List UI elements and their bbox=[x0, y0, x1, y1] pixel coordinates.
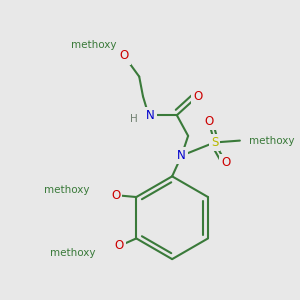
Text: O: O bbox=[193, 90, 202, 103]
Text: methoxy: methoxy bbox=[71, 40, 117, 50]
Text: methoxy: methoxy bbox=[249, 136, 295, 146]
Text: N: N bbox=[146, 109, 155, 122]
Text: O: O bbox=[221, 156, 230, 169]
Text: H: H bbox=[130, 114, 137, 124]
Text: N: N bbox=[177, 149, 186, 162]
Text: O: O bbox=[111, 189, 120, 202]
Text: methoxy: methoxy bbox=[50, 248, 96, 259]
Text: O: O bbox=[204, 115, 214, 128]
Text: S: S bbox=[211, 136, 218, 149]
Text: methoxy: methoxy bbox=[44, 184, 89, 194]
Text: O: O bbox=[119, 50, 129, 62]
Text: O: O bbox=[115, 239, 124, 252]
